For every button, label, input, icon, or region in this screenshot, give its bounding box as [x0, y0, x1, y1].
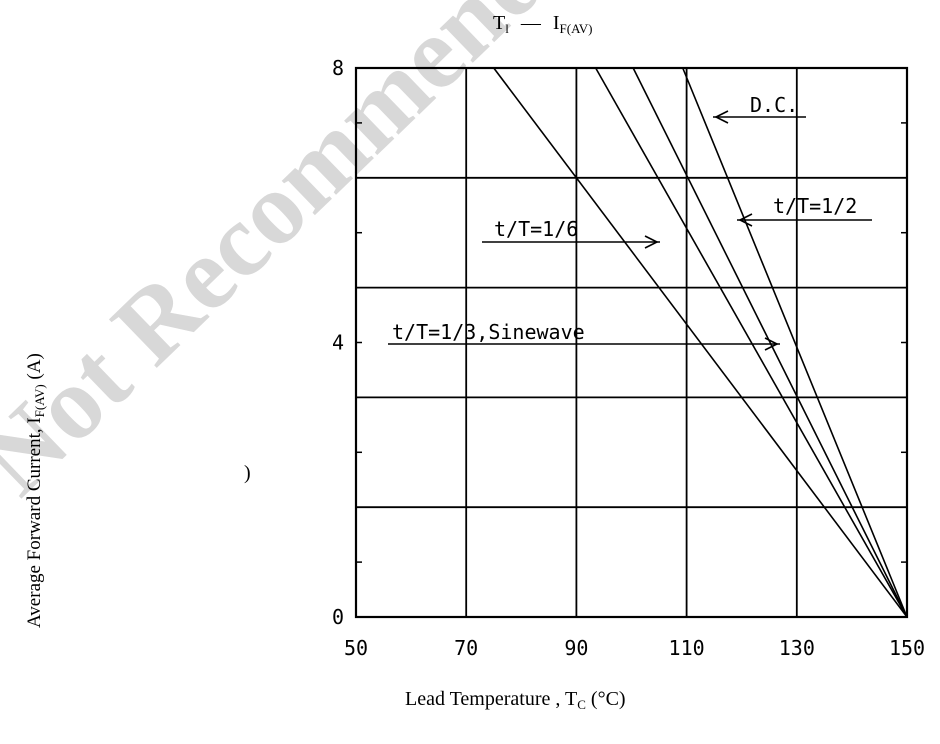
y-tick-label: 4 [332, 331, 344, 355]
y-axis-label: Average Forward Current, IF(AV) (A) [24, 353, 47, 628]
series-line [493, 67, 908, 618]
annotation-label: t/T=1/6 [494, 217, 578, 241]
annotation-arrow [714, 110, 729, 124]
annotation-label: t/T=1/3,Sinewave [392, 320, 585, 344]
x-tick-label: 70 [454, 636, 478, 660]
xlabel-unit: (°C) [586, 688, 626, 710]
title-var-subscript: F(AV) [560, 21, 593, 36]
x-tick-label: 150 [889, 636, 925, 660]
chart-title: Tl — IF(AV) [493, 12, 593, 36]
y-tick-label: 8 [332, 56, 344, 80]
x-tick-label: 90 [564, 636, 588, 660]
series-line [632, 67, 908, 618]
annotation-arrow [764, 337, 779, 351]
xlabel-subscript: C [577, 697, 586, 712]
ylabel-main: Average Forward Current, I [24, 417, 45, 628]
title-main-subscript: l [505, 21, 509, 36]
title-main: T [493, 12, 505, 34]
series-line [682, 67, 908, 618]
plot-frame [354, 66, 909, 619]
stray-paren-mark: ) [244, 462, 251, 484]
series-line [594, 67, 908, 618]
x-tick-label: 130 [779, 636, 815, 660]
annotation-label: t/T=1/2 [773, 194, 857, 218]
ylabel-subscript: F(AV) [32, 384, 47, 417]
annotation-arrow [644, 235, 659, 249]
y-tick-label: 0 [332, 605, 344, 629]
x-axis-label: Lead Temperature , TC (°C) [405, 688, 626, 712]
title-dash: — [520, 12, 542, 34]
x-tick-label: 50 [344, 636, 368, 660]
ylabel-unit: (A) [24, 353, 45, 384]
annotation-arrow [738, 213, 753, 227]
annotation-label: D.C. [750, 93, 798, 117]
x-tick-label: 110 [669, 636, 705, 660]
title-var: I [553, 12, 560, 34]
xlabel-main: Lead Temperature , T [405, 688, 577, 710]
plot-area: 50 70 90 110 130 150 0 4 8 D.C. t/T=1/2 t/T=1/6 t/T=… [332, 56, 925, 660]
watermark-text: Not Recommended [0, 0, 645, 517]
